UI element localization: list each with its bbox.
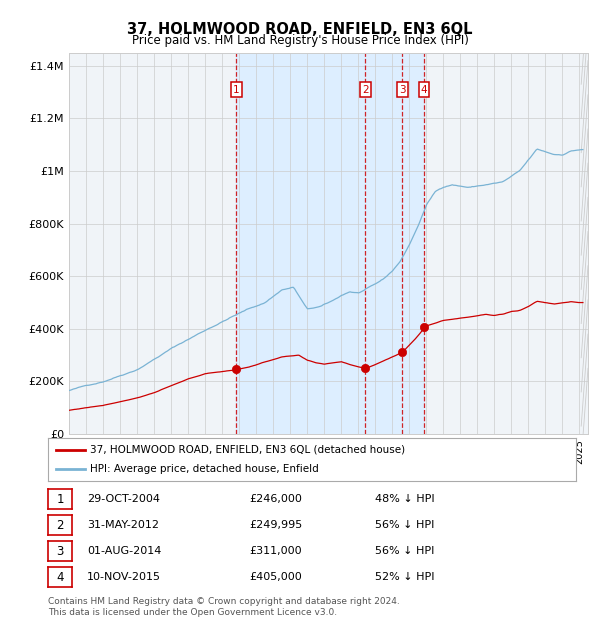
Text: 3: 3 [56, 545, 64, 557]
Text: 3: 3 [399, 84, 406, 94]
Text: 56% ↓ HPI: 56% ↓ HPI [375, 546, 434, 556]
Text: 37, HOLMWOOD ROAD, ENFIELD, EN3 6QL (detached house): 37, HOLMWOOD ROAD, ENFIELD, EN3 6QL (det… [90, 445, 406, 454]
Text: £249,995: £249,995 [249, 520, 302, 530]
Text: £311,000: £311,000 [249, 546, 302, 556]
Text: 31-MAY-2012: 31-MAY-2012 [87, 520, 159, 530]
Text: 56% ↓ HPI: 56% ↓ HPI [375, 520, 434, 530]
Text: HPI: Average price, detached house, Enfield: HPI: Average price, detached house, Enfi… [90, 464, 319, 474]
Text: 2: 2 [362, 84, 369, 94]
Text: 1: 1 [233, 84, 239, 94]
Text: Contains HM Land Registry data © Crown copyright and database right 2024.
This d: Contains HM Land Registry data © Crown c… [48, 598, 400, 617]
Text: Price paid vs. HM Land Registry's House Price Index (HPI): Price paid vs. HM Land Registry's House … [131, 34, 469, 47]
Text: £405,000: £405,000 [249, 572, 302, 582]
Text: 48% ↓ HPI: 48% ↓ HPI [375, 494, 434, 504]
Text: 29-OCT-2004: 29-OCT-2004 [87, 494, 160, 504]
Text: 1: 1 [56, 493, 64, 505]
Text: £246,000: £246,000 [249, 494, 302, 504]
Text: 01-AUG-2014: 01-AUG-2014 [87, 546, 161, 556]
Text: 10-NOV-2015: 10-NOV-2015 [87, 572, 161, 582]
Text: 4: 4 [421, 84, 427, 94]
Text: 2: 2 [56, 519, 64, 531]
Text: 52% ↓ HPI: 52% ↓ HPI [375, 572, 434, 582]
Text: 4: 4 [56, 571, 64, 583]
Text: 37, HOLMWOOD ROAD, ENFIELD, EN3 6QL: 37, HOLMWOOD ROAD, ENFIELD, EN3 6QL [127, 22, 473, 37]
Bar [236, 53, 424, 434]
